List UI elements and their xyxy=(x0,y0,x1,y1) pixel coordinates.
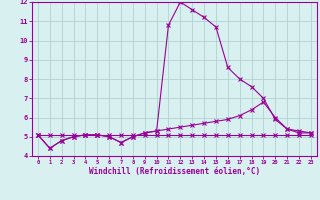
X-axis label: Windchill (Refroidissement éolien,°C): Windchill (Refroidissement éolien,°C) xyxy=(89,167,260,176)
